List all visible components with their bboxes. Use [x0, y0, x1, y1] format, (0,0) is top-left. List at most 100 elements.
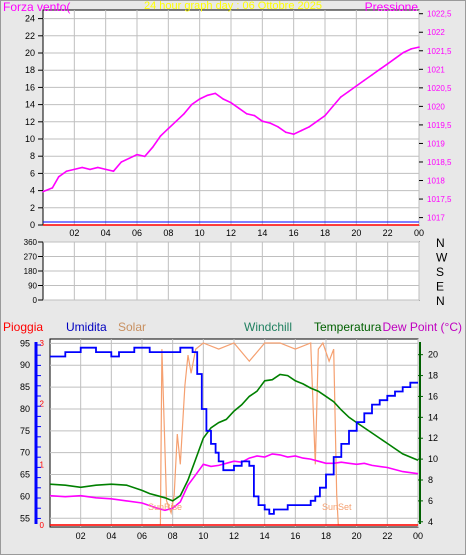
pressure-point	[51, 187, 54, 189]
humidity-y-tick-label: 95	[20, 338, 30, 348]
rain-y-tick-label: 3	[40, 339, 45, 348]
pressure-point	[136, 153, 138, 156]
pressure-point	[285, 131, 287, 134]
wind-force-y-tick-label: 22	[25, 31, 35, 41]
wind-direction-y-tick-label: 180	[24, 267, 38, 276]
pressure-point	[402, 51, 405, 54]
pressure-x-tick-label: 02	[69, 228, 79, 238]
pressure-point	[292, 133, 295, 135]
pressure-point	[339, 96, 342, 98]
pressure-x-tick-label: 04	[101, 228, 111, 238]
pressure-grid	[43, 10, 420, 226]
wind-direction-y-tick-label: 90	[28, 282, 37, 291]
pressure-point	[332, 105, 334, 108]
wind-force-y-tick-label: 0	[30, 220, 35, 230]
pressure-point	[269, 122, 272, 124]
pressure-point	[46, 189, 49, 191]
wind-direction-y-tick-label: 270	[24, 253, 38, 262]
pressure-y-tick-label: 1019,5	[427, 121, 452, 130]
pressure-point	[159, 135, 162, 137]
temperature-x-tick-label: 12	[229, 531, 239, 541]
wind-direction-y-tick-label: 0	[33, 296, 38, 305]
pressure-point	[183, 113, 185, 115]
temperature-y-tick-label: 14	[428, 412, 438, 422]
pressure-line	[42, 46, 420, 193]
wind-force-y-tick-label: 10	[25, 134, 35, 144]
pressure-point	[81, 166, 83, 169]
windchill-label: Windchill	[244, 320, 292, 334]
pressure-x-tick-label: 12	[226, 228, 236, 238]
pressure-point	[206, 94, 209, 97]
pressure-point	[386, 63, 389, 65]
wind-force-y-tick-label: 2	[30, 203, 35, 213]
solar-label: Solar	[118, 320, 146, 334]
pressure-point	[300, 129, 303, 132]
pressure-y-tick-label: 1017,5	[427, 195, 452, 204]
temperature-y-tick-label: 4	[428, 517, 433, 527]
pressure-point	[112, 170, 115, 172]
pressure-point	[245, 113, 248, 115]
pressure-point	[167, 127, 170, 130]
pressure-point	[238, 107, 240, 109]
temperature-line	[49, 373, 419, 502]
compass-label: N	[436, 236, 445, 250]
pressure-point	[324, 114, 326, 117]
pressure-point	[65, 170, 68, 172]
pressure-point	[363, 79, 366, 82]
pressure-point	[222, 98, 224, 100]
humidity-y-tick-label: 70	[20, 448, 30, 458]
temperature-x-tick-label: 22	[382, 531, 392, 541]
temperature-x-tick-label: 04	[106, 531, 116, 541]
wind-direction-y-tick-label: 360	[24, 238, 38, 247]
pressure-point	[277, 126, 279, 128]
temperature-y-tick-label: 16	[428, 391, 438, 401]
temperature-label: Temperatura	[314, 320, 382, 334]
sunset-annotation: SunSet	[322, 502, 352, 512]
pressure-point	[97, 166, 99, 169]
temperature-x-tick-label: 18	[321, 531, 331, 541]
humidity-y-tick-label: 85	[20, 382, 30, 392]
pressure-point	[128, 157, 130, 160]
humidity-y-tick-label: 80	[20, 404, 30, 414]
wind-force-y-tick-label: 4	[30, 186, 35, 196]
temperature-x-tick-label: 02	[76, 531, 86, 541]
pressure-point	[355, 85, 358, 87]
chart-title: 24 hour graph day : 06 Ottobre 2025	[144, 0, 322, 12]
pressure-point	[89, 168, 91, 171]
wind-force-y-tick-label: 14	[25, 100, 35, 110]
wind-direction-grid	[43, 241, 420, 301]
pressure-point	[198, 98, 201, 100]
temperature-grid	[50, 339, 419, 527]
wind-force-y-tick-label: 6	[30, 168, 35, 178]
dewpoint-label: Dew Point (°C)	[383, 320, 462, 334]
pressure-y-tick-label: 1019	[427, 139, 445, 148]
pressure-y-tick-label: 1018,5	[427, 158, 452, 167]
rain-label: Pioggia	[3, 320, 43, 334]
temperature-x-tick-label: 06	[137, 531, 147, 541]
compass-label: S	[436, 265, 444, 279]
temperature-axis-ticks: 02 04 06 08 10 12 14 16 18 20 22 005560657075808590…	[20, 338, 438, 541]
pressure-x-tick-label: 22	[383, 228, 393, 238]
pressure-point	[73, 168, 76, 171]
pressure-point	[410, 48, 413, 50]
temperature-x-tick-label: 08	[168, 531, 178, 541]
pressure-point	[371, 74, 373, 76]
pressure-x-tick-label: 18	[320, 228, 330, 238]
pressure-point	[308, 126, 311, 128]
pressure-y-tick-label: 1022	[427, 28, 445, 37]
compass-label: N	[436, 294, 445, 308]
temperature-x-tick-label: 14	[260, 531, 270, 541]
pressure-point	[120, 161, 123, 163]
pressure-series	[42, 46, 420, 226]
solar-line	[50, 341, 418, 526]
humidity-y-tick-label: 65	[20, 470, 30, 480]
wind-force-y-tick-label: 8	[30, 151, 35, 161]
pressure-point	[151, 146, 154, 148]
rain-y-tick-label: 1	[40, 460, 45, 469]
pressure-x-tick-label: 14	[257, 228, 267, 238]
humidity-y-tick-label: 90	[20, 360, 30, 370]
wind-force-y-tick-label: 12	[25, 117, 35, 127]
pressure-point	[261, 120, 264, 122]
